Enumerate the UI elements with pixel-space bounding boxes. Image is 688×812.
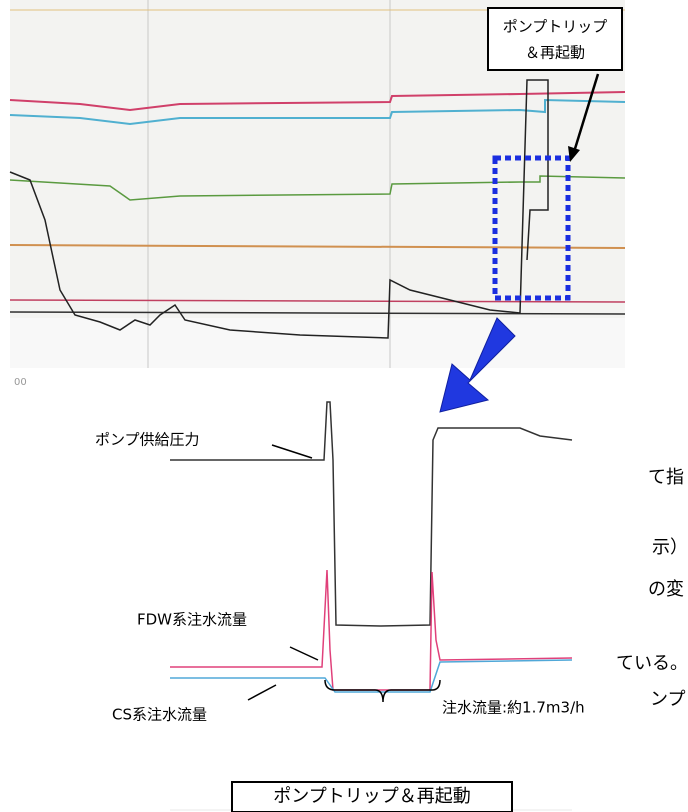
callout-text: ポンプトリップ [503,18,608,36]
label: CS系注水流量 [112,706,207,724]
trace-fdw [170,570,572,690]
callout-text: ポンプトリップ＆再起動 [273,786,470,807]
bottom-chart [170,402,572,810]
trace-cs [170,660,572,692]
text-fragment: ている。 [616,653,688,674]
callout-text: ＆再起動 [525,44,585,62]
chart-footer [10,318,625,368]
text-fragment: 示） [652,537,688,558]
arrow [272,445,312,458]
page: 00 ポンプトリップ ＆再起動 ポンプ供給圧力 FDW系注水流量 CS系注水流量… [0,0,688,812]
brace [325,680,440,702]
label: 注水流量:約1.7m3/h [442,699,585,717]
arrow [248,685,276,700]
arrow [290,647,318,660]
label: FDW系注水流量 [137,611,247,629]
trace-pressure [170,402,572,626]
text-fragment: ンプ [650,689,685,710]
text-fragment: て指 [648,467,684,488]
text-fragment: の変 [648,579,684,600]
axis-label: 00 [14,377,27,388]
label: ポンプ供給圧力 [95,431,200,449]
